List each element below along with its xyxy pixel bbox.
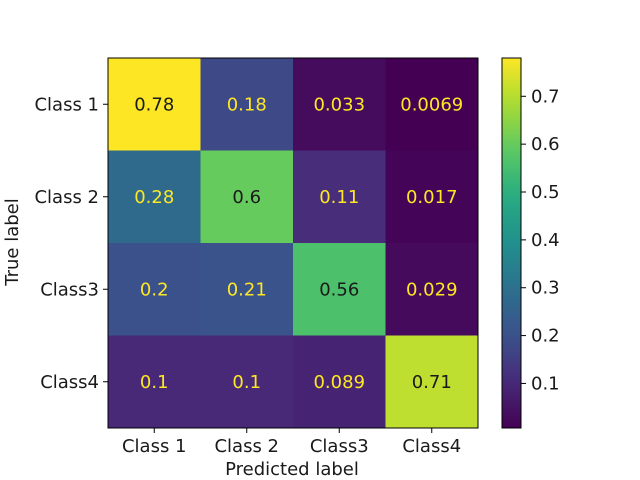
colorbar-tick-label: 0.4 — [531, 230, 560, 251]
colorbar-tick-label: 0.7 — [531, 86, 560, 107]
cell-value-label: 0.6 — [232, 187, 261, 208]
matrix-cell — [200, 150, 294, 244]
y-axis-ticks: Class 1 Class 2 Class3 Class4 — [34, 94, 108, 393]
matrix-cell — [108, 58, 201, 151]
cell-value-label: 0.029 — [406, 279, 458, 300]
cell-value-label: 0.78 — [134, 94, 174, 115]
matrix-cell — [293, 58, 386, 151]
colorbar-gradient — [501, 57, 522, 429]
matrix-cell — [200, 58, 294, 151]
cell-value-label: 0.21 — [227, 279, 267, 300]
cell-value-label: 0.18 — [227, 94, 267, 115]
matrix-cell — [385, 58, 479, 151]
cell-value-label: 0.2 — [140, 279, 169, 300]
colorbar-tick-label: 0.1 — [531, 373, 560, 394]
cell-value-label: 0.56 — [319, 279, 359, 300]
x-tick-label: Class4 — [402, 436, 461, 457]
matrix-cell — [200, 243, 294, 336]
cell-value-label: 0.017 — [406, 187, 458, 208]
cell-value-label: 0.28 — [134, 187, 174, 208]
cell-value-label: 0.089 — [313, 372, 365, 393]
cell-value-label: 0.0069 — [400, 94, 463, 115]
matrix-cell — [293, 335, 386, 429]
matrix-cell — [108, 243, 201, 336]
colorbar-tick-label: 0.2 — [531, 326, 560, 347]
x-axis-label: Predicted label — [225, 459, 359, 480]
colorbar: 0.1 0.2 0.3 0.4 0.5 0.6 0.7 — [501, 57, 560, 429]
colorbar-tick-label: 0.3 — [531, 278, 560, 299]
matrix-cell — [385, 243, 479, 336]
x-axis-ticks: Class 1 Class 2 Class3 Class4 — [122, 428, 461, 457]
matrix-cell — [108, 150, 201, 244]
cell-value-label: 0.1 — [140, 372, 169, 393]
cell-value-label: 0.033 — [313, 94, 365, 115]
x-tick-label: Class3 — [310, 436, 369, 457]
y-tick-label: Class4 — [40, 372, 99, 393]
matrix-cell — [108, 335, 201, 429]
matrix-cell — [200, 335, 294, 429]
y-tick-label: Class3 — [40, 279, 99, 300]
y-tick-label: Class 2 — [34, 187, 99, 208]
matrix-cell — [385, 335, 479, 429]
colorbar-tick-label: 0.6 — [531, 134, 560, 155]
cell-value-label: 0.11 — [319, 187, 359, 208]
x-tick-label: Class 2 — [214, 436, 279, 457]
cell-value-label: 0.1 — [232, 372, 261, 393]
x-tick-label: Class 1 — [122, 436, 187, 457]
colorbar-tick-label: 0.5 — [531, 182, 560, 203]
matrix-cell — [293, 243, 386, 336]
cell-value-label: 0.71 — [412, 372, 452, 393]
matrix-grid: 0.78 0.18 0.033 0.0069 0.28 0.6 0.11 0.017 0.2 0.… — [107, 57, 479, 429]
matrix-cell — [293, 150, 386, 244]
y-axis-label: True label — [2, 198, 23, 287]
matrix-cell — [385, 150, 479, 244]
y-tick-label: Class 1 — [34, 94, 99, 115]
matrix-frame — [107, 57, 479, 429]
